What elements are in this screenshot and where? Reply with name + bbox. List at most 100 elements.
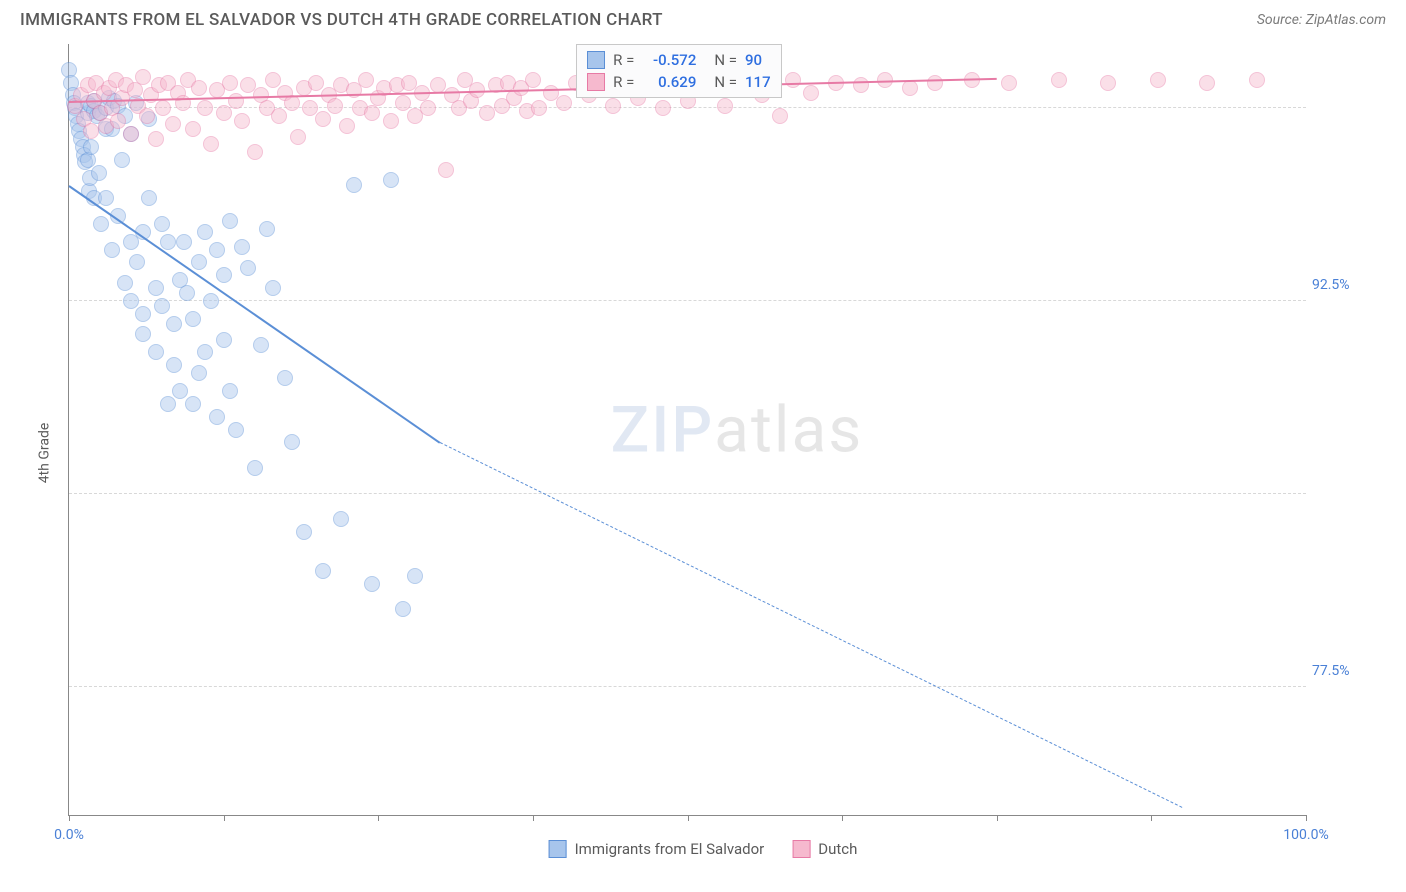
data-point-dutch <box>165 116 181 132</box>
data-point-dutch <box>191 80 207 96</box>
data-point-el_salvador <box>114 152 130 168</box>
data-point-el_salvador <box>209 409 225 425</box>
data-point-el_salvador <box>91 165 107 181</box>
legend-swatch-dutch <box>792 840 810 858</box>
data-point-el_salvador <box>191 365 207 381</box>
data-point-el_salvador <box>259 221 275 237</box>
data-point-el_salvador <box>104 242 120 258</box>
data-point-dutch <box>148 131 164 147</box>
data-point-el_salvador <box>83 139 99 155</box>
data-point-dutch <box>203 136 219 152</box>
gridline-h <box>69 300 1306 301</box>
data-point-dutch <box>479 105 495 121</box>
trendline-el_salvador <box>68 186 440 445</box>
data-point-el_salvador <box>185 311 201 327</box>
watermark-zip: ZIP <box>611 392 715 467</box>
legend-swatch-el_salvador <box>587 51 605 69</box>
data-point-dutch <box>216 105 232 121</box>
data-point-dutch <box>155 100 171 116</box>
data-point-dutch <box>605 98 621 114</box>
data-point-dutch <box>234 113 250 129</box>
data-point-el_salvador <box>179 285 195 301</box>
data-point-dutch <box>135 69 151 85</box>
x-tick <box>842 815 843 821</box>
data-point-dutch <box>1199 75 1215 91</box>
data-point-el_salvador <box>383 172 399 188</box>
data-point-dutch <box>339 118 355 134</box>
data-point-dutch <box>228 93 244 109</box>
data-point-dutch <box>655 100 671 116</box>
watermark-atlas: atlas <box>714 392 863 467</box>
data-point-dutch <box>1051 72 1067 88</box>
data-point-dutch <box>853 77 869 93</box>
data-point-dutch <box>772 108 788 124</box>
data-point-dutch <box>185 121 201 137</box>
legend-item-dutch: Dutch <box>792 840 857 858</box>
corr-legend-row-el_salvador: R =-0.572N =90 <box>587 49 770 71</box>
data-point-el_salvador <box>129 254 145 270</box>
chart-header: IMMIGRANTS FROM EL SALVADOR VS DUTCH 4TH… <box>0 0 1406 36</box>
data-point-dutch <box>1249 72 1265 88</box>
data-point-el_salvador <box>216 332 232 348</box>
data-point-el_salvador <box>141 190 157 206</box>
data-point-dutch <box>927 75 943 91</box>
data-point-dutch <box>531 100 547 116</box>
data-point-el_salvador <box>216 267 232 283</box>
data-point-dutch <box>420 100 436 116</box>
data-point-el_salvador <box>185 396 201 412</box>
data-point-dutch <box>247 144 263 160</box>
data-point-el_salvador <box>176 234 192 250</box>
n-value-dutch: 117 <box>745 73 771 91</box>
data-point-dutch <box>265 72 281 88</box>
data-point-el_salvador <box>197 344 213 360</box>
data-point-el_salvador <box>296 524 312 540</box>
data-point-el_salvador <box>315 563 331 579</box>
data-point-el_salvador <box>333 511 349 527</box>
data-point-el_salvador <box>209 242 225 258</box>
watermark: ZIPatlas <box>611 392 864 467</box>
data-point-dutch <box>123 126 139 142</box>
legend-swatch-el_salvador <box>549 840 567 858</box>
data-point-dutch <box>222 75 238 91</box>
data-point-dutch <box>438 162 454 178</box>
data-point-el_salvador <box>222 383 238 399</box>
data-point-el_salvador <box>166 316 182 332</box>
source-credit: Source: ZipAtlas.com <box>1257 12 1386 28</box>
x-tick <box>533 815 534 821</box>
data-point-el_salvador <box>172 383 188 399</box>
data-point-el_salvador <box>160 234 176 250</box>
r-value-el_salvador: -0.572 <box>642 51 696 69</box>
plot-region: ZIPatlas 77.5%92.5%0.0%100.0%R =-0.572N … <box>68 44 1306 816</box>
data-point-el_salvador <box>228 422 244 438</box>
x-tick <box>1151 815 1152 821</box>
data-point-el_salvador <box>98 190 114 206</box>
r-value-dutch: 0.629 <box>642 73 696 91</box>
data-point-el_salvador <box>240 260 256 276</box>
data-point-el_salvador <box>197 224 213 240</box>
data-point-el_salvador <box>253 337 269 353</box>
data-point-dutch <box>110 113 126 129</box>
corr-legend-row-dutch: R =0.629N =117 <box>587 71 770 93</box>
correlation-legend: R =-0.572N =90R =0.629N =117 <box>576 44 781 98</box>
data-point-dutch <box>383 113 399 129</box>
data-point-el_salvador <box>222 213 238 229</box>
data-point-dutch <box>358 72 374 88</box>
data-point-el_salvador <box>407 568 423 584</box>
data-point-el_salvador <box>160 396 176 412</box>
data-point-el_salvador <box>117 275 133 291</box>
gridline-h <box>69 493 1306 494</box>
data-point-el_salvador <box>277 370 293 386</box>
data-point-dutch <box>271 108 287 124</box>
data-point-dutch <box>395 95 411 111</box>
x-tick-label: 0.0% <box>54 827 84 843</box>
data-point-dutch <box>1150 72 1166 88</box>
x-tick <box>378 815 379 821</box>
x-tick <box>997 815 998 821</box>
x-tick-label: 100.0% <box>1283 827 1328 843</box>
data-point-el_salvador <box>166 357 182 373</box>
x-tick <box>224 815 225 821</box>
data-point-el_salvador <box>395 601 411 617</box>
data-point-el_salvador <box>265 280 281 296</box>
data-point-el_salvador <box>123 293 139 309</box>
data-point-dutch <box>525 72 541 88</box>
